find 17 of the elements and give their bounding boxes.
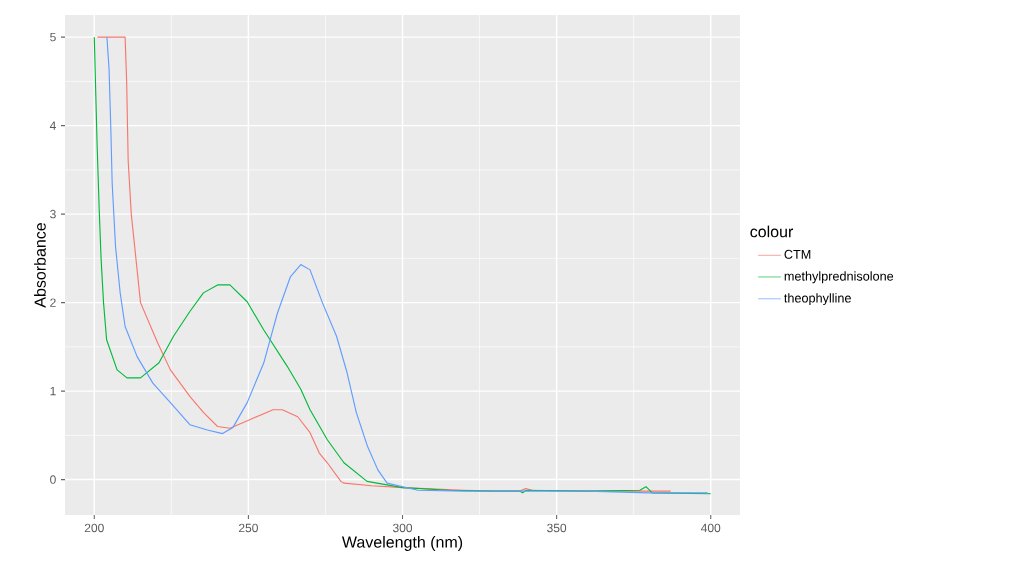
legend-label: CTM <box>784 249 811 259</box>
x-tick-label: 250 <box>238 523 258 533</box>
legend-title: colour <box>750 225 794 238</box>
y-tick-label: 3 <box>50 209 56 219</box>
y-tick-label: 0 <box>50 475 56 484</box>
x-tick-label: 400 <box>700 523 721 533</box>
x-tick-label: 300 <box>392 523 413 533</box>
y-tick-label: 5 <box>50 32 56 42</box>
y-tick-label: 2 <box>50 298 56 307</box>
legend-label: theophylline <box>784 293 851 306</box>
x-axis-title: Wavelength (nm) <box>341 536 463 551</box>
x-tick-label: 350 <box>547 523 567 533</box>
legend-label: methylprednisolone <box>784 271 894 284</box>
x-tick-label: 200 <box>84 523 104 533</box>
y-tick-label: 1 <box>50 386 56 396</box>
y-tick-label: 4 <box>49 121 56 130</box>
y-axis-title: Absorbance <box>34 223 46 308</box>
